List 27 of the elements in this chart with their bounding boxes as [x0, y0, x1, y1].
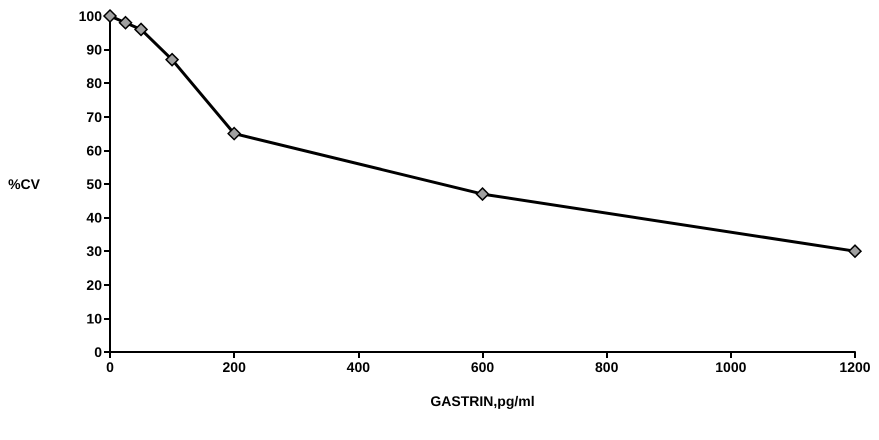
- x-tick-label: 400: [346, 359, 370, 375]
- y-tick-label: 70: [86, 108, 102, 125]
- x-axis-title: GASTRIN,pg/ml: [430, 393, 535, 409]
- x-tick-label: 0: [106, 359, 114, 375]
- y-tick-label: 90: [86, 42, 102, 58]
- x-tick-label: 600: [470, 359, 494, 375]
- y-tick-label: 0: [94, 344, 102, 360]
- y-tick-label: 80: [86, 75, 102, 92]
- y-tick-label: 20: [86, 276, 102, 293]
- point: [134, 22, 148, 36]
- y-tick-label: 60: [86, 142, 102, 158]
- point: [476, 187, 490, 201]
- point: [165, 52, 179, 66]
- x-tick-label: 1000: [715, 359, 747, 375]
- y-tick-label: 40: [86, 210, 102, 226]
- y-tick-label: 30: [86, 243, 102, 260]
- point: [103, 9, 117, 23]
- y-tick-label: 50: [86, 176, 102, 192]
- point: [227, 126, 241, 140]
- y-tick-label: 100: [78, 8, 102, 24]
- point: [118, 16, 132, 30]
- y-axis-title: %CV: [8, 176, 41, 192]
- x-tick-label: 200: [222, 359, 246, 375]
- point: [848, 244, 862, 258]
- x-tick-label: 800: [594, 359, 619, 375]
- x-tick-label: 1200: [839, 359, 871, 375]
- y-tick-label: 10: [86, 310, 102, 326]
